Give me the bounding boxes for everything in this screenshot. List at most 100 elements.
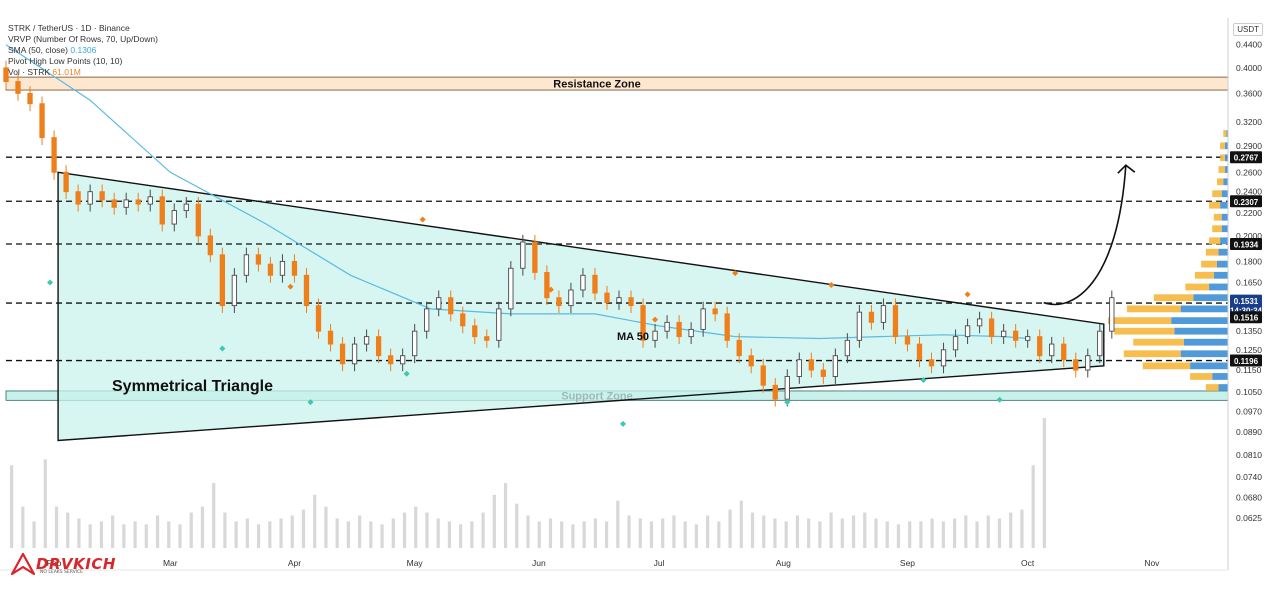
indicator-vrvp[interactable]: VRVP (Number Of Rows, 70, Up/Down) <box>8 34 158 44</box>
candle <box>952 329 959 358</box>
volume-profile-up <box>1142 362 1191 370</box>
volume-profile-down <box>1220 237 1228 245</box>
candle-body <box>580 274 586 291</box>
candle-body <box>436 297 442 310</box>
volume-profile-up <box>1212 225 1222 233</box>
volume-profile-up <box>1205 384 1219 391</box>
indicator-volume[interactable]: Vol · STRK 61.01M <box>8 67 81 77</box>
pivot-high-marker <box>732 270 739 277</box>
candle-body <box>195 203 201 237</box>
candle <box>27 86 33 112</box>
candle-body <box>832 355 839 377</box>
volume-profile-down <box>1190 362 1228 370</box>
volume-profile-up <box>1153 294 1194 302</box>
volume-bar <box>77 518 81 548</box>
candle <box>147 189 153 212</box>
volume-bar <box>245 518 249 548</box>
y-tick-label: 0.2200 <box>1236 208 1262 218</box>
candle <box>712 301 718 322</box>
volume-bar <box>885 521 889 548</box>
candle-body <box>736 339 742 357</box>
candle <box>916 336 923 368</box>
candle <box>892 298 899 345</box>
sma-layer <box>5 44 1028 340</box>
volume-bar <box>459 524 463 548</box>
volume-bar <box>447 521 452 548</box>
candle <box>255 247 262 272</box>
candle <box>327 324 334 352</box>
candle-body <box>724 313 730 341</box>
volume-profile-up <box>1185 283 1210 291</box>
candle-body <box>712 308 718 315</box>
volume-profile-up <box>1220 142 1225 150</box>
candle-body <box>676 321 682 338</box>
volume-bar <box>402 512 407 548</box>
volume-profile-layer <box>1108 130 1228 391</box>
price-tag-label: 0.2307 <box>1234 198 1259 207</box>
candle <box>664 315 670 339</box>
volume-profile-up <box>1212 190 1222 198</box>
candle-body <box>267 263 274 276</box>
candle-body <box>532 241 538 273</box>
candle <box>700 301 706 337</box>
indicator-sma[interactable]: SMA (50, close) 0.1306 <box>8 45 96 55</box>
candle-body <box>255 254 262 265</box>
candle-body <box>1025 336 1031 341</box>
volume-bar <box>324 506 328 548</box>
candle <box>532 234 538 280</box>
x-tick-label: Jun <box>532 558 546 568</box>
volume-profile-down <box>1224 142 1228 150</box>
candle <box>387 348 394 372</box>
volume-bar <box>301 509 306 548</box>
candle <box>207 228 213 263</box>
triangle-shape <box>57 171 1105 442</box>
volume-bar <box>290 515 294 548</box>
volume-bar <box>313 494 317 548</box>
volume-bar <box>964 515 968 548</box>
volume-profile-up <box>1194 271 1214 279</box>
candle-body <box>928 359 935 367</box>
candle <box>592 268 598 301</box>
price-tag <box>1230 151 1262 164</box>
candle-body <box>604 292 610 303</box>
candle-body <box>387 355 394 365</box>
indicator-pivots[interactable]: Pivot High Low Points (10, 10) <box>8 56 123 66</box>
pivot-low-marker <box>219 345 226 352</box>
candle-body <box>363 336 370 345</box>
volume-bar <box>896 524 901 548</box>
volume-bar <box>155 515 160 548</box>
candle <box>1013 324 1019 348</box>
volume-bar <box>515 503 519 548</box>
price-tag-label: 14:30:34 <box>1230 307 1263 316</box>
candle <box>412 324 418 364</box>
volume-profile-up <box>1190 373 1213 380</box>
volume-label: Vol · STRK <box>8 67 51 77</box>
candle-body <box>75 191 81 205</box>
volume-bar <box>851 515 856 548</box>
volume-bar <box>21 506 25 548</box>
candle <box>303 268 310 314</box>
candle-body <box>159 196 165 225</box>
volume-profile-down <box>1209 283 1228 291</box>
candle-body <box>796 359 802 377</box>
candle-body <box>772 384 778 400</box>
volume-bar <box>380 524 384 548</box>
volume-bar <box>1042 418 1046 548</box>
candle-body <box>472 325 478 338</box>
symbol-title[interactable]: STRK / TetherUS · 1D · Binance <box>8 23 130 33</box>
candle <box>796 352 802 384</box>
volume-bar <box>66 512 70 548</box>
candle <box>496 301 502 348</box>
candle-body <box>1085 355 1091 371</box>
candle-layer[interactable] <box>3 60 1115 407</box>
volume-profile-down <box>1216 260 1228 268</box>
candle-body <box>1049 343 1055 357</box>
volume-bar <box>661 518 665 548</box>
volume-bar <box>99 521 104 548</box>
currency-button[interactable]: USDT <box>1233 23 1263 36</box>
candle <box>820 362 826 384</box>
volume-profile-down <box>1171 317 1228 325</box>
volume-bar <box>986 515 990 548</box>
volume-profile-down <box>1193 294 1228 302</box>
